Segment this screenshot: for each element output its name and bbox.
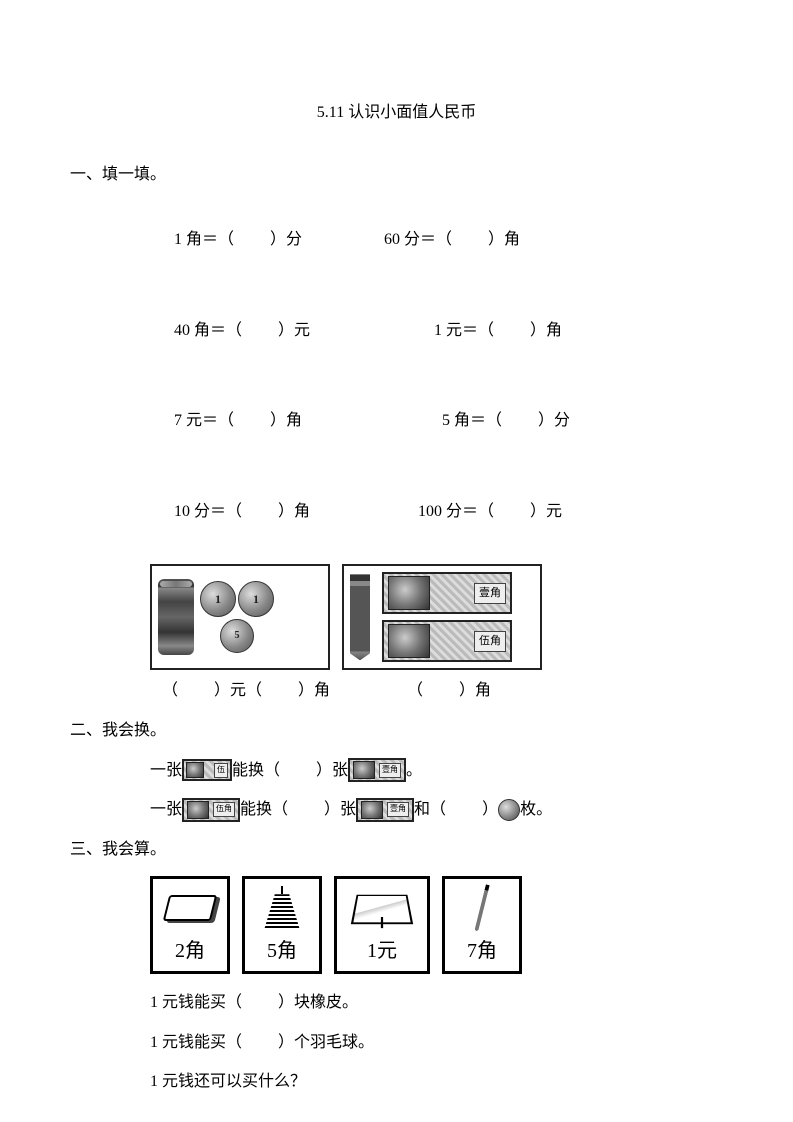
text: 1 元＝（ xyxy=(434,322,494,339)
coins: 1 1 5 xyxy=(200,581,274,653)
text: ）元 xyxy=(278,322,310,339)
text: 100 分＝（ xyxy=(418,503,494,520)
text: ）角 xyxy=(278,503,310,520)
price-label: 5角 xyxy=(267,933,297,971)
bill-1jiao-icon: 壹角 xyxy=(356,798,414,822)
text: ）角 xyxy=(298,682,330,699)
text: 60 分＝（ xyxy=(384,231,452,248)
text: （ xyxy=(162,682,178,699)
price-label: 1元 xyxy=(367,933,397,971)
price-box-shuttlecock: 5角 xyxy=(242,876,322,974)
fill-row-4: 10 分＝（ ）角 100 分＝（ ）元 xyxy=(150,474,723,551)
exchange-line-1: 一张 伍 能换（ ）张 壹角 。 xyxy=(70,758,723,784)
text: 一张 xyxy=(150,797,182,823)
price-label: 2角 xyxy=(175,933,205,971)
text: ）元 xyxy=(530,503,562,520)
bill-denom: 伍角 xyxy=(213,802,235,817)
bill-5yuan-icon: 伍 xyxy=(182,759,232,781)
text: 一张 xyxy=(150,758,182,784)
text: 10 分＝（ xyxy=(174,503,242,520)
text: （ xyxy=(407,682,423,699)
price-boxes: 2角 5角 1元 7角 xyxy=(150,876,723,974)
text: 。 xyxy=(406,758,422,784)
blank[interactable] xyxy=(452,227,488,253)
text: 1 元钱能买（ xyxy=(150,1034,242,1051)
coin-5jiao: 5 xyxy=(220,619,254,653)
image-boxes: 1 1 5 壹角 伍角 xyxy=(150,564,723,670)
text: 能换（ xyxy=(240,797,288,823)
text: ）分 xyxy=(270,231,302,248)
text: 5 角＝（ xyxy=(442,412,502,429)
text: 1 角＝（ xyxy=(174,231,234,248)
text: 40 角＝（ xyxy=(174,322,242,339)
text: ）张 xyxy=(316,758,348,784)
text: 7 元＝（ xyxy=(174,412,234,429)
fill-row-3: 7 元＝（ ）角 5 角＝（ ）分 xyxy=(150,383,723,460)
box-captions: （ ）元（ ）角 （ ）角 xyxy=(150,678,723,704)
exchange-line-2: 一张 伍角 能换（ ）张 壹角 和（ ） 枚。 xyxy=(70,797,723,823)
blank[interactable] xyxy=(242,499,278,525)
text: 能换（ xyxy=(232,758,280,784)
bill-5jiao-icon: 伍角 xyxy=(182,798,240,822)
pencil-icon xyxy=(350,574,370,660)
price-box-pen: 7角 xyxy=(442,876,522,974)
section-3-head: 三、我会算。 xyxy=(70,837,723,863)
pen-icon xyxy=(474,885,489,933)
blank[interactable] xyxy=(494,499,530,525)
text: ）个羽毛球。 xyxy=(278,1034,374,1051)
section-1-head: 一、填一填。 xyxy=(70,162,723,188)
blank[interactable] xyxy=(502,408,538,434)
text: ）张 xyxy=(324,797,356,823)
question-1: 1 元钱能买（ ）块橡皮。 xyxy=(70,990,723,1016)
blank[interactable] xyxy=(494,318,530,344)
bill-1jiao-icon: 壹角 xyxy=(348,758,406,782)
bill-denom: 壹角 xyxy=(387,802,409,817)
question-3: 1 元钱还可以买什么？ xyxy=(70,1069,723,1095)
coin-icon xyxy=(498,799,520,821)
coin-1yuan: 1 xyxy=(200,581,236,617)
box-pencil-bills: 壹角 伍角 xyxy=(342,564,542,670)
blank[interactable] xyxy=(234,408,270,434)
cola-can-icon xyxy=(158,579,194,655)
text: 和（ xyxy=(414,797,446,823)
blank[interactable] xyxy=(234,227,270,253)
bill-denom: 壹角 xyxy=(474,583,506,605)
blank[interactable] xyxy=(280,758,316,784)
text: ）角 xyxy=(530,322,562,339)
blank[interactable] xyxy=(242,318,278,344)
section-2-head: 二、我会换。 xyxy=(70,718,723,744)
text: 1 元钱能买（ xyxy=(150,994,242,1011)
bill-denom: 伍角 xyxy=(474,631,506,653)
box-cola-coins: 1 1 5 xyxy=(150,564,330,670)
text: 1 元钱还可以买什么？ xyxy=(150,1073,306,1090)
price-box-eraser: 2角 xyxy=(150,876,230,974)
price-box-notebook: 1元 xyxy=(334,876,430,974)
text: 枚。 xyxy=(520,797,552,823)
text: ）元（ xyxy=(214,682,262,699)
page-title: 5.11 认识小面值人民币 xyxy=(70,100,723,126)
text: ） xyxy=(482,797,498,823)
text: ）角 xyxy=(488,231,520,248)
bill-denom: 壹角 xyxy=(379,763,401,778)
text: ）分 xyxy=(538,412,570,429)
question-2: 1 元钱能买（ ）个羽毛球。 xyxy=(70,1030,723,1056)
text: ）块橡皮。 xyxy=(278,994,358,1011)
blank[interactable] xyxy=(288,797,324,823)
price-label: 7角 xyxy=(467,933,497,971)
bill-1jiao: 壹角 xyxy=(382,572,512,614)
blank[interactable] xyxy=(446,797,482,823)
text: ）角 xyxy=(270,412,302,429)
text: ）角 xyxy=(459,682,491,699)
fill-row-2: 40 角＝（ ）元 1 元＝（ ）角 xyxy=(150,292,723,369)
bill-denom: 伍 xyxy=(214,763,228,778)
eraser-icon xyxy=(163,895,217,921)
notebook-icon xyxy=(351,895,413,924)
coin-1yuan: 1 xyxy=(238,581,274,617)
shuttlecock-icon xyxy=(264,886,300,930)
bill-5jiao: 伍角 xyxy=(382,620,512,662)
fill-row-1: 1 角＝（ ）分 60 分＝（ ）角 xyxy=(150,201,723,278)
